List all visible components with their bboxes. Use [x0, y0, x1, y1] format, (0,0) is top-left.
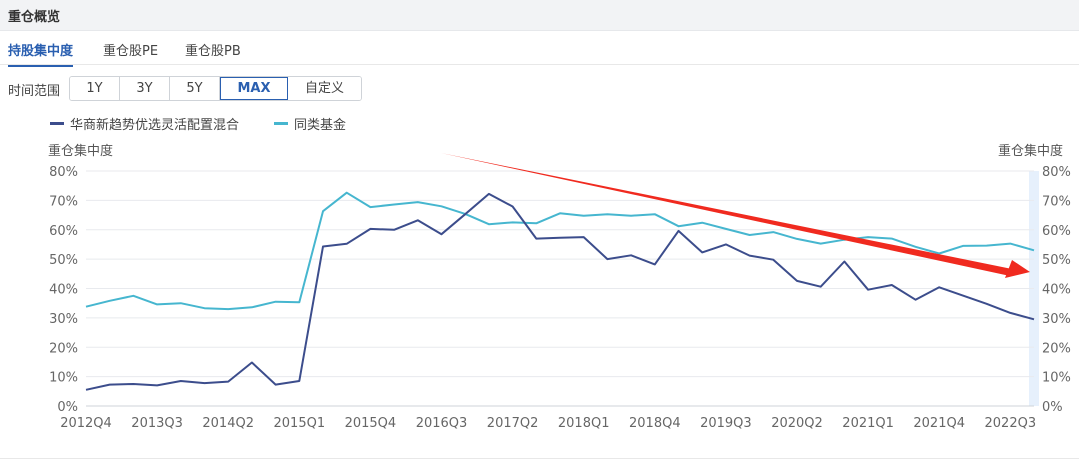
x-tick-label: 2014Q2 [202, 416, 254, 431]
trend-arrow-head [1005, 260, 1030, 278]
x-tick-label: 2018Q1 [558, 416, 610, 431]
x-tick-label: 2019Q3 [700, 416, 752, 431]
x-tick-label: 2018Q4 [629, 416, 681, 431]
y-tick-label-left: 20% [49, 341, 78, 356]
x-tick-label: 2022Q3 [985, 416, 1037, 431]
y-tick-label-left: 40% [49, 283, 78, 298]
divider [0, 458, 1079, 459]
y-tick-label-right: 20% [1042, 341, 1071, 356]
y-tick-label-right: 50% [1042, 253, 1071, 268]
y-tick-label-left: 80% [49, 165, 78, 180]
y-tick-label-right: 0% [1042, 400, 1063, 415]
series-line-peers [85, 191, 1035, 311]
x-tick-label: 2013Q3 [131, 416, 183, 431]
panel-title: 重仓概览 [8, 10, 61, 25]
legend-item-peers[interactable]: 同类基金 [274, 114, 346, 133]
x-tick-label: 2021Q4 [913, 416, 965, 431]
y-tick-label-right: 60% [1042, 224, 1071, 239]
tab-bar: 持股集中度 重仓股PE 重仓股PB [0, 36, 1079, 67]
tab-concentration[interactable]: 持股集中度 [8, 40, 74, 67]
x-tick-label: 2015Q1 [274, 416, 326, 431]
x-tick-label: 2017Q2 [487, 416, 539, 431]
range-1y-button[interactable]: 1Y [70, 77, 120, 100]
x-tick-label: 2021Q1 [842, 416, 894, 431]
y-tick-label-left: 0% [57, 400, 78, 415]
x-tick-label: 2012Q4 [60, 416, 112, 431]
x-tick-label: 2015Q4 [345, 416, 397, 431]
time-range-label: 时间范围 [8, 84, 61, 99]
legend-item-fund[interactable]: 华商新趋势优选灵活配置混合 [50, 114, 239, 133]
range-5y-button[interactable]: 5Y [170, 77, 220, 100]
legend-swatch-peers [274, 122, 288, 125]
range-max-button[interactable]: MAX [220, 77, 288, 100]
tab-holdings-pe[interactable]: 重仓股PE [103, 44, 159, 59]
y-tick-label-left: 30% [49, 312, 78, 327]
y-tick-label-left: 70% [49, 194, 78, 209]
y-tick-label-right: 10% [1042, 371, 1071, 386]
right-axis-title: 重仓集中度 [998, 144, 1064, 159]
y-tick-label-right: 80% [1042, 165, 1071, 180]
y-tick-label-left: 10% [49, 371, 78, 386]
x-tick-label: 2020Q2 [771, 416, 823, 431]
series-line-fund [85, 192, 1035, 391]
y-tick-label-right: 70% [1042, 194, 1071, 209]
legend-label-fund: 华商新趋势优选灵活配置混合 [70, 118, 240, 133]
trend-arrow-shaft [441, 153, 1012, 276]
left-axis-title: 重仓集中度 [48, 144, 114, 159]
legend-label-peers: 同类基金 [294, 118, 347, 133]
x-tick-label: 2016Q3 [416, 416, 468, 431]
y-tick-label-right: 40% [1042, 283, 1071, 298]
time-range-selector: 1Y 3Y 5Y MAX 自定义 [69, 76, 362, 101]
y-tick-label-left: 50% [49, 253, 78, 268]
y-tick-label-left: 60% [49, 224, 78, 239]
range-custom-button[interactable]: 自定义 [288, 77, 361, 100]
tab-holdings-pb[interactable]: 重仓股PB [185, 44, 241, 59]
legend-swatch-fund [50, 122, 64, 125]
y-tick-label-right: 30% [1042, 312, 1071, 327]
panel-header: 重仓概览 [0, 0, 1079, 31]
range-3y-button[interactable]: 3Y [120, 77, 170, 100]
